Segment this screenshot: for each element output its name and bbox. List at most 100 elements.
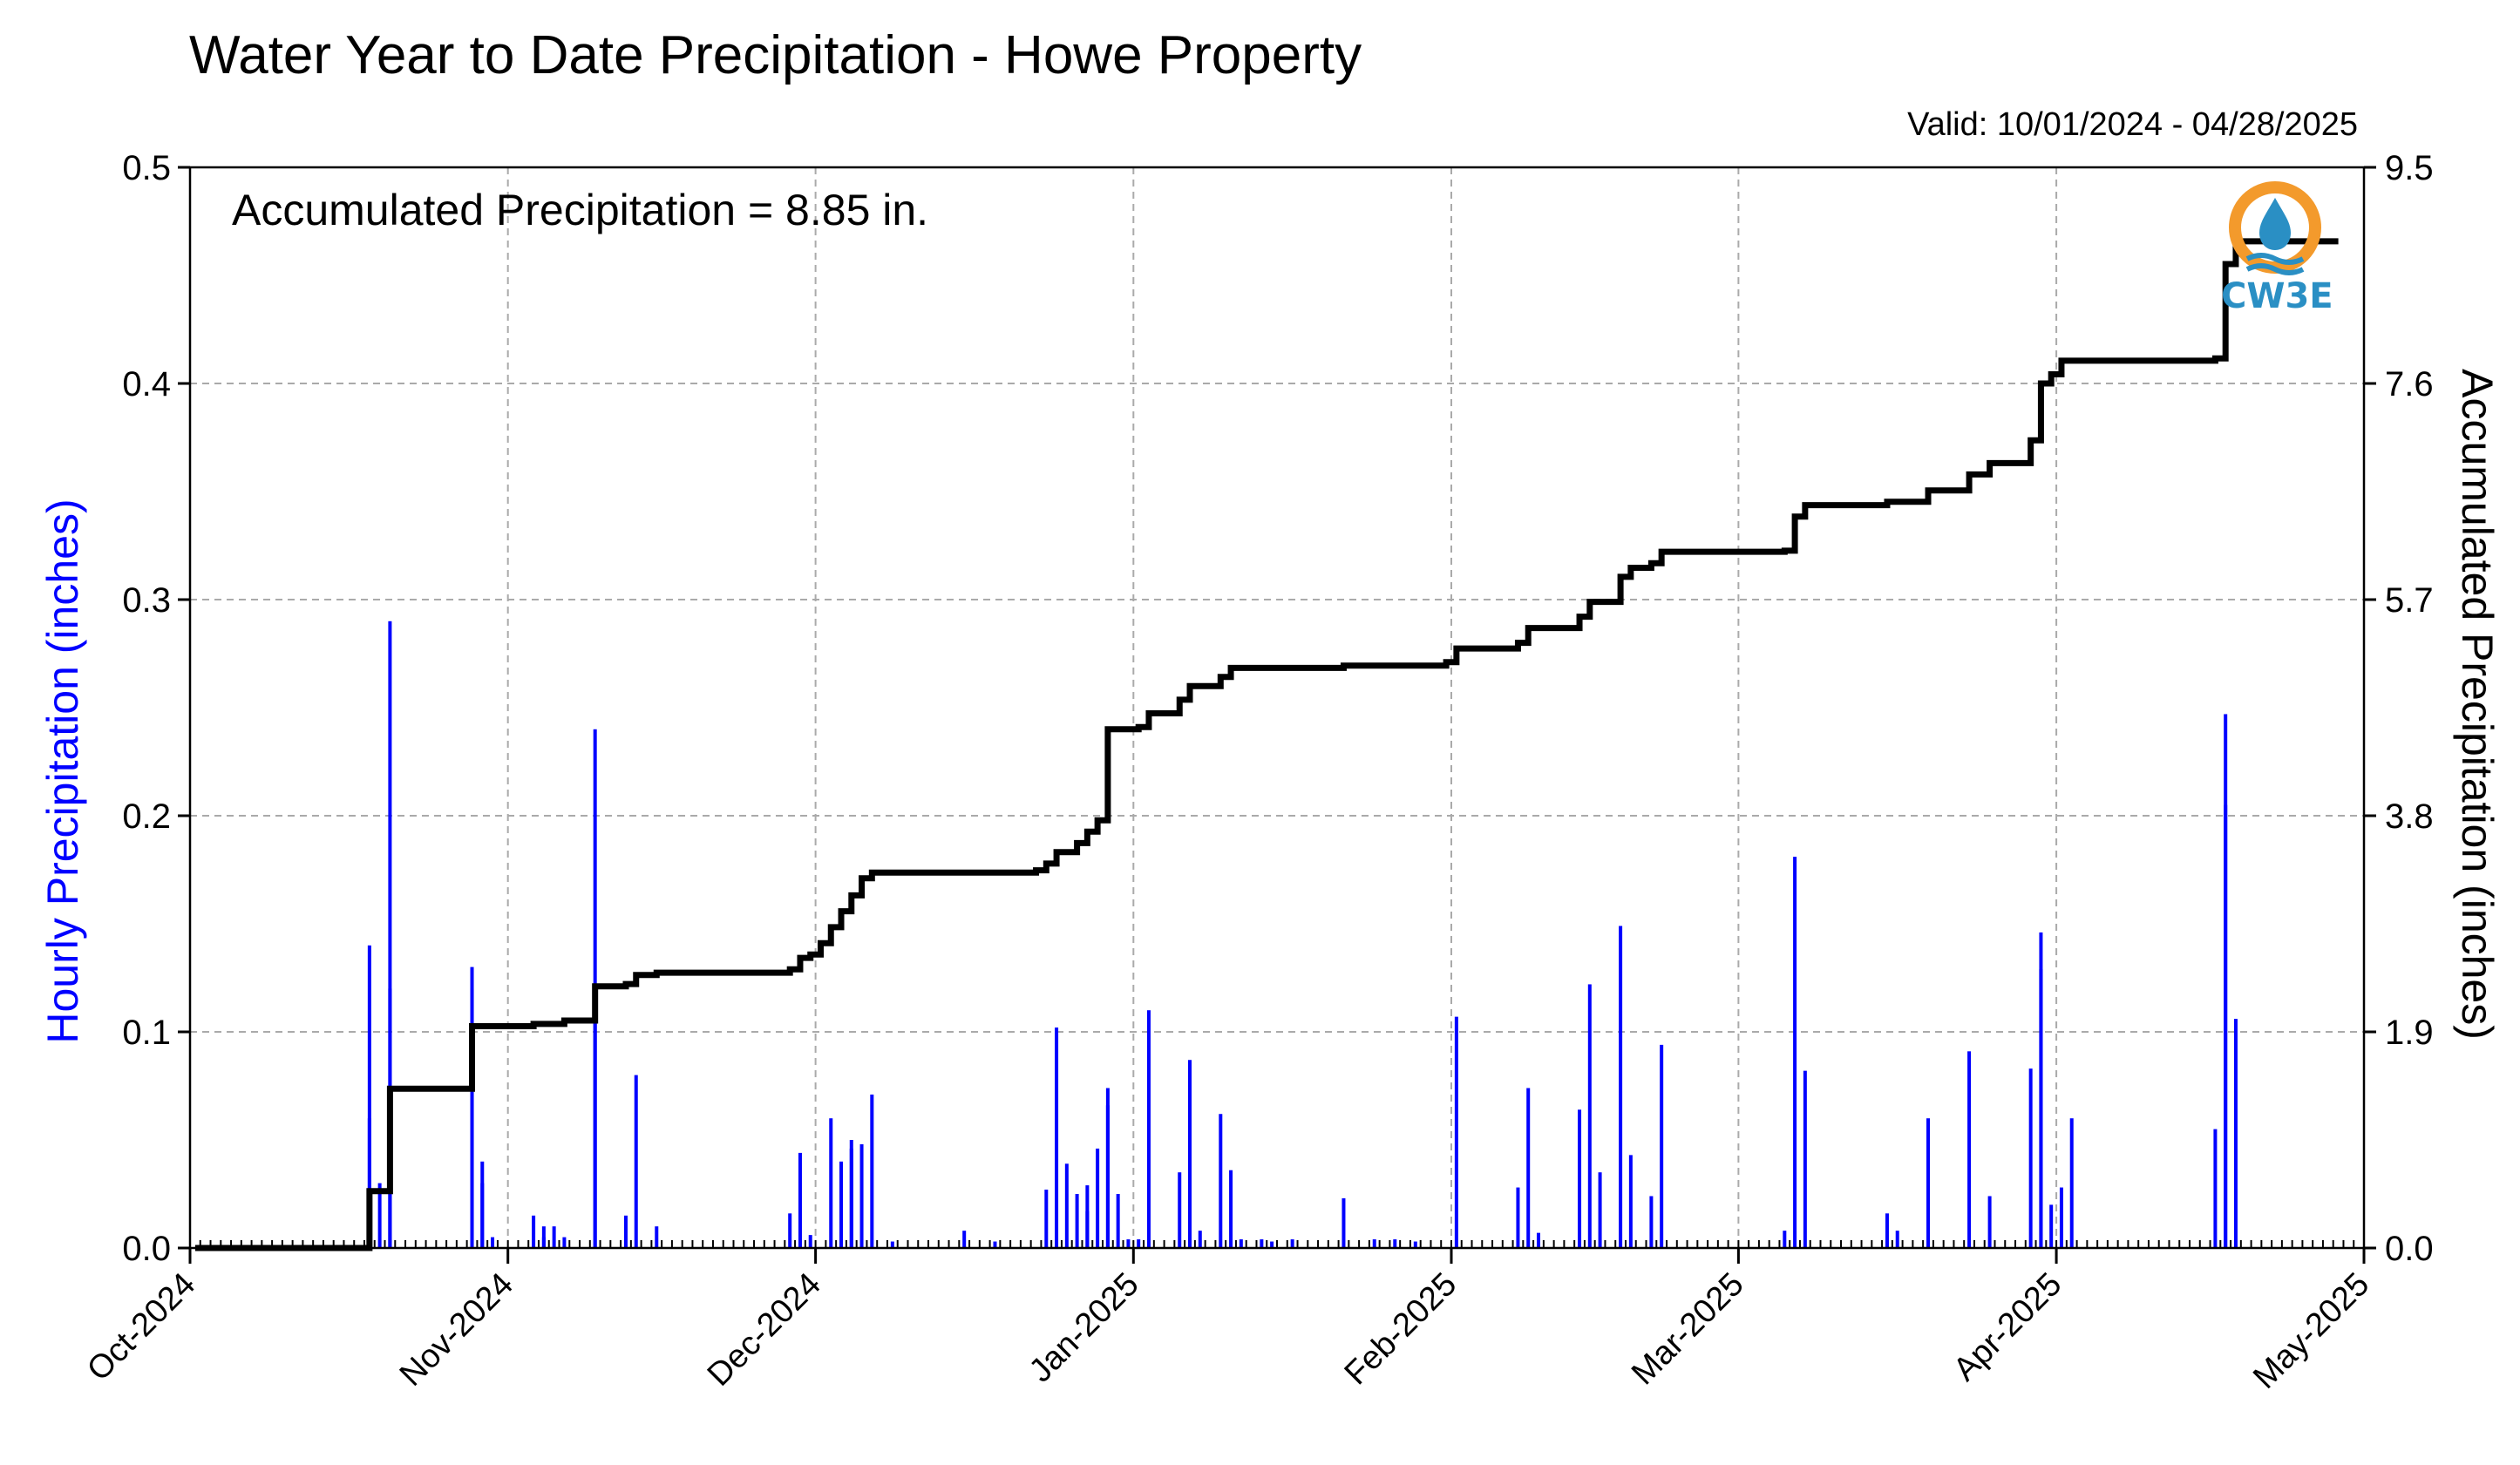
hourly-bar xyxy=(1096,1148,1100,1248)
hourly-bar xyxy=(1587,984,1592,1248)
hourly-bar xyxy=(367,945,371,1248)
grid-lines xyxy=(190,167,2364,1248)
hourly-bar xyxy=(1628,1155,1633,1248)
hourly-bar xyxy=(491,1237,495,1248)
accumulated-line xyxy=(194,238,2339,1251)
hourly-bar xyxy=(388,621,392,1248)
y-left-tick-label: 0.3 xyxy=(122,581,171,620)
hourly-bar xyxy=(1290,1239,1294,1248)
hourly-bar xyxy=(623,1215,628,1248)
hourly-bar xyxy=(2049,1204,2054,1248)
x-tick-label: Mar-2025 xyxy=(1625,1266,1751,1393)
x-tick-label: Nov-2024 xyxy=(393,1266,520,1394)
hourly-bar xyxy=(1116,1194,1120,1248)
valid-date-range: Valid: 10/01/2024 - 04/28/2025 xyxy=(1907,106,2358,143)
hourly-bar xyxy=(1064,1163,1069,1248)
hourly-bar xyxy=(849,1148,853,1248)
hourly-bar xyxy=(1926,1118,1931,1248)
hourly-bar xyxy=(1044,1190,1049,1248)
hourly-bar xyxy=(1660,1044,1664,1248)
hourly-bar xyxy=(859,1143,864,1248)
x-tick-label: Apr-2025 xyxy=(1946,1266,2068,1388)
hourly-bar xyxy=(1454,1016,1458,1248)
hourly-bars xyxy=(367,621,2238,1248)
accumulated-line-group xyxy=(194,238,2339,1251)
hourly-bar xyxy=(1895,1231,1899,1248)
x-tick-label: May-2025 xyxy=(2246,1266,2376,1396)
water-drop-icon xyxy=(2229,181,2321,275)
hourly-bar xyxy=(1188,1060,1192,1248)
hourly-bar xyxy=(2233,1019,2238,1248)
hourly-bar xyxy=(1987,1196,1992,1248)
hourly-bar xyxy=(1578,1109,1582,1248)
hourly-bar xyxy=(1598,1172,1602,1248)
hourly-bar xyxy=(1085,1185,1090,1248)
hourly-bar xyxy=(788,1213,792,1248)
hourly-bar xyxy=(1393,1239,1397,1248)
hourly-bar xyxy=(1967,1051,1972,1248)
hourly-bar xyxy=(1885,1213,1889,1248)
hourly-bar xyxy=(1178,1172,1182,1248)
hourly-bar xyxy=(962,1231,967,1248)
y-right-tick-label: 9.5 xyxy=(2385,149,2434,187)
cw3e-logo: CW3E xyxy=(2221,179,2333,318)
hourly-bar xyxy=(1270,1241,1274,1248)
hourly-bar xyxy=(593,988,597,1248)
y-right-tick-label: 0.0 xyxy=(2385,1230,2434,1268)
hourly-bar xyxy=(541,1237,546,1248)
hourly-bar xyxy=(1793,857,1797,1248)
hourly-bar xyxy=(1105,1088,1110,1248)
hourly-bar xyxy=(552,1226,556,1248)
hourly-bar xyxy=(1783,1231,1787,1248)
hourly-bar xyxy=(829,1118,833,1248)
hourly-bar xyxy=(470,988,474,1248)
y-left-tick-label: 0.4 xyxy=(122,365,171,404)
hourly-bar xyxy=(870,1094,874,1248)
y-right-tick-label: 1.9 xyxy=(2385,1014,2434,1052)
hourly-bar xyxy=(1055,1028,1059,1248)
hourly-bar xyxy=(890,1241,894,1248)
y-axis-left-label: Hourly Precipitation (inches) xyxy=(38,499,87,1044)
hourly-bar xyxy=(1229,1170,1233,1248)
y-axis-right-label: Accumulated Precipitation (inches) xyxy=(2453,369,2502,1040)
hourly-bar xyxy=(1526,1088,1531,1248)
hourly-bar xyxy=(377,1183,382,1248)
y-left-tick-label: 0.2 xyxy=(122,797,171,836)
y-right-tick-label: 3.8 xyxy=(2385,797,2434,836)
y-left-tick-label: 0.5 xyxy=(122,149,171,187)
y-left-tick-label: 0.0 xyxy=(122,1230,171,1268)
hourly-bar xyxy=(1198,1231,1202,1248)
hourly-bar xyxy=(2028,1068,2033,1248)
hourly-bar xyxy=(1219,1114,1223,1248)
x-tick-label: Jan-2025 xyxy=(1022,1266,1146,1390)
hourly-bar xyxy=(1536,1232,1540,1248)
y-right-tick-label: 7.6 xyxy=(2385,365,2434,404)
x-tick-label: Feb-2025 xyxy=(1338,1266,1464,1393)
hourly-bar xyxy=(1413,1241,1417,1248)
hourly-bar xyxy=(2069,1118,2074,1248)
x-tick-label: Oct-2024 xyxy=(80,1266,202,1388)
hourly-bar xyxy=(1372,1239,1376,1248)
accumulated-total-label: Accumulated Precipitation = 8.85 in. xyxy=(232,186,929,234)
x-tick-label: Dec-2024 xyxy=(701,1266,828,1394)
chart-title: Water Year to Date Precipitation - Howe … xyxy=(189,25,1362,85)
y-right-tick-label: 5.7 xyxy=(2385,581,2434,620)
hourly-bar xyxy=(798,1152,802,1248)
hourly-bar xyxy=(562,1237,567,1248)
hourly-bar xyxy=(808,1235,812,1248)
hourly-bar xyxy=(634,1075,638,1248)
hourly-bar xyxy=(532,1215,536,1248)
hourly-bar xyxy=(1803,1070,1807,1248)
axes: Oct-2024 Nov-2024 Dec-2024 Jan-2025 Feb-2025… xyxy=(80,149,2433,1396)
hourly-bar xyxy=(655,1226,659,1248)
plot-frame xyxy=(188,166,2366,1250)
hourly-bar xyxy=(480,1183,485,1248)
hourly-bar xyxy=(2059,1187,2063,1248)
hourly-bar xyxy=(839,1161,844,1248)
hourly-bar xyxy=(1146,1010,1151,1248)
hourly-bar xyxy=(1619,926,1623,1248)
logo-text: CW3E xyxy=(2221,276,2333,316)
hourly-bar xyxy=(993,1241,997,1248)
hourly-bar xyxy=(1075,1194,1079,1248)
